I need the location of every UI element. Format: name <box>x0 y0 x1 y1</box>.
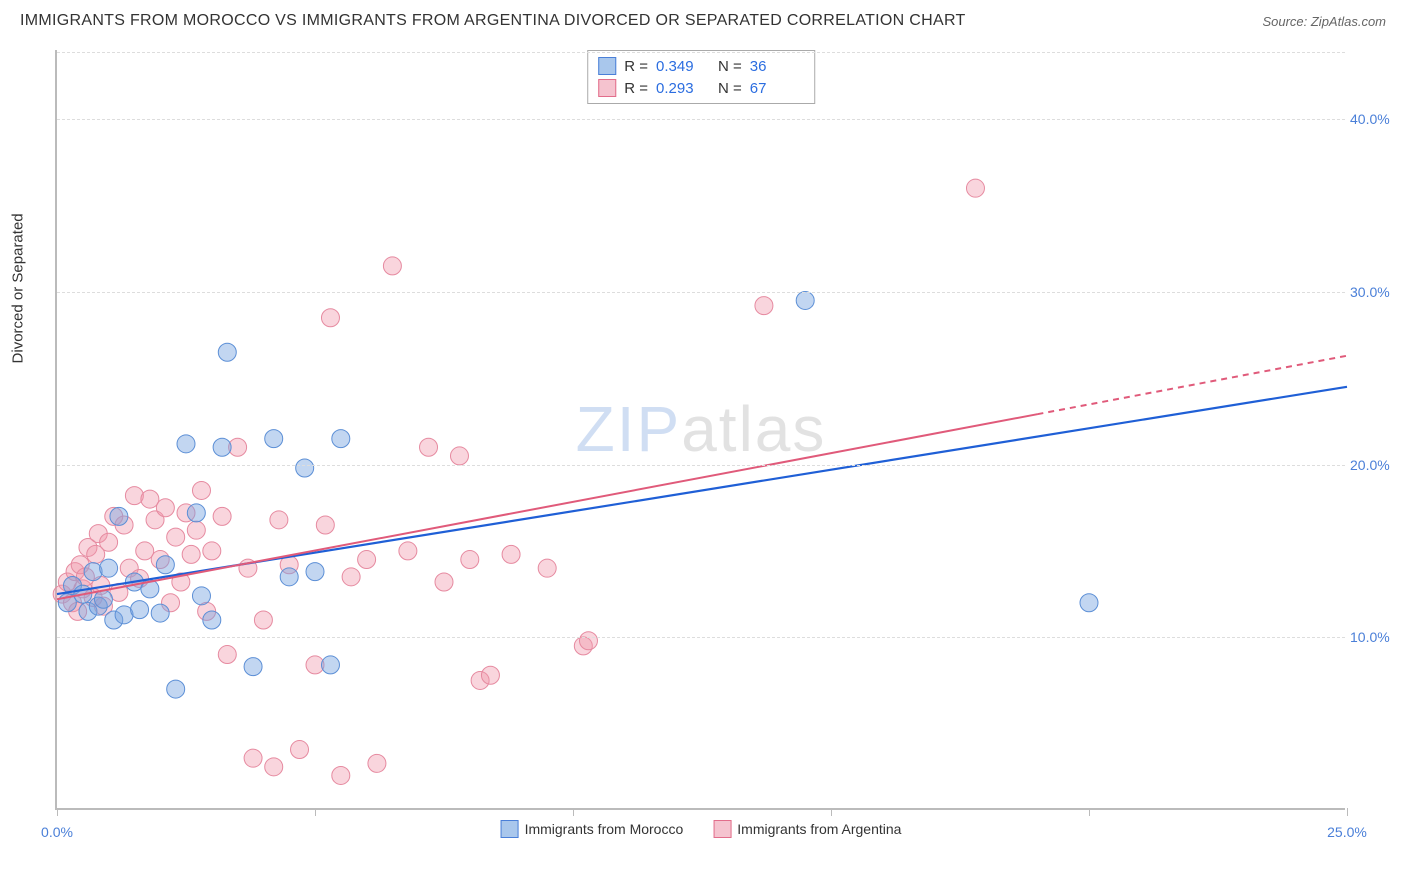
data-point <box>342 568 360 586</box>
data-point <box>265 758 283 776</box>
data-point <box>265 430 283 448</box>
y-tick-label: 40.0% <box>1350 111 1400 127</box>
data-point <box>84 563 102 581</box>
data-point <box>321 656 339 674</box>
data-point <box>187 504 205 522</box>
y-axis-title: Divorced or Separated <box>10 213 27 363</box>
swatch-morocco <box>598 57 616 75</box>
r-label: R = <box>624 80 648 97</box>
n-label: N = <box>718 80 742 97</box>
data-point <box>316 516 334 534</box>
data-point <box>218 343 236 361</box>
x-tick <box>315 808 316 816</box>
y-tick-label: 10.0% <box>1350 629 1400 645</box>
gridline <box>57 292 1345 293</box>
x-tick <box>1089 808 1090 816</box>
data-point <box>450 447 468 465</box>
x-tick <box>831 808 832 816</box>
data-point <box>435 573 453 591</box>
data-point <box>94 590 112 608</box>
data-point <box>203 611 221 629</box>
data-point <box>306 563 324 581</box>
data-point <box>213 507 231 525</box>
r-value-argentina: 0.293 <box>656 80 700 97</box>
data-point <box>358 551 376 569</box>
stats-legend-box: R = 0.349 N = 36 R = 0.293 N = 67 <box>587 50 815 104</box>
x-tick <box>573 808 574 816</box>
swatch-argentina <box>598 79 616 97</box>
data-point <box>100 559 118 577</box>
data-point <box>177 435 195 453</box>
gridline <box>57 52 1345 53</box>
data-point <box>321 309 339 327</box>
data-point <box>481 666 499 684</box>
data-point <box>110 507 128 525</box>
x-tick <box>1347 808 1348 816</box>
data-point <box>203 542 221 560</box>
data-point <box>156 499 174 517</box>
data-point <box>192 481 210 499</box>
x-tick-label: 0.0% <box>41 824 73 840</box>
gridline <box>57 119 1345 120</box>
data-point <box>966 179 984 197</box>
legend-item-argentina: Immigrants from Argentina <box>713 820 901 838</box>
data-point <box>383 257 401 275</box>
swatch-morocco-icon <box>501 820 519 838</box>
stats-row-morocco: R = 0.349 N = 36 <box>598 55 804 77</box>
data-point <box>182 545 200 563</box>
data-point <box>291 741 309 759</box>
data-point <box>399 542 417 560</box>
data-point <box>332 430 350 448</box>
data-point <box>244 658 262 676</box>
data-point <box>270 511 288 529</box>
data-point <box>167 680 185 698</box>
data-point <box>796 291 814 309</box>
n-label: N = <box>718 58 742 75</box>
legend-label-argentina: Immigrants from Argentina <box>737 821 901 837</box>
bottom-legend: Immigrants from Morocco Immigrants from … <box>501 820 902 838</box>
data-point <box>125 487 143 505</box>
n-value-morocco: 36 <box>750 58 794 75</box>
gridline <box>57 465 1345 466</box>
data-point <box>151 604 169 622</box>
data-point <box>244 749 262 767</box>
trend-line-dashed <box>1037 356 1347 414</box>
r-label: R = <box>624 58 648 75</box>
chart-title: IMMIGRANTS FROM MOROCCO VS IMMIGRANTS FR… <box>20 12 966 30</box>
data-point <box>213 438 231 456</box>
data-point <box>368 754 386 772</box>
data-point <box>187 521 205 539</box>
n-value-argentina: 67 <box>750 80 794 97</box>
y-tick-label: 20.0% <box>1350 457 1400 473</box>
data-point <box>579 632 597 650</box>
data-point <box>218 646 236 664</box>
stats-row-argentina: R = 0.293 N = 67 <box>598 77 804 99</box>
x-tick-label: 25.0% <box>1327 824 1367 840</box>
r-value-morocco: 0.349 <box>656 58 700 75</box>
y-tick-label: 30.0% <box>1350 284 1400 300</box>
data-point <box>192 587 210 605</box>
source-label: Source: ZipAtlas.com <box>1262 14 1386 29</box>
data-point <box>296 459 314 477</box>
data-point <box>156 556 174 574</box>
data-point <box>755 297 773 315</box>
data-point <box>461 551 479 569</box>
data-point <box>1080 594 1098 612</box>
legend-item-morocco: Immigrants from Morocco <box>501 820 684 838</box>
data-point <box>332 766 350 784</box>
data-point <box>420 438 438 456</box>
data-point <box>167 528 185 546</box>
data-point <box>254 611 272 629</box>
data-point <box>100 533 118 551</box>
legend-label-morocco: Immigrants from Morocco <box>525 821 684 837</box>
gridline <box>57 637 1345 638</box>
x-tick <box>57 808 58 816</box>
swatch-argentina-icon <box>713 820 731 838</box>
plot-area: ZIPatlas R = 0.349 N = 36 R = 0.293 N = … <box>55 50 1345 810</box>
data-point <box>131 601 149 619</box>
data-point <box>538 559 556 577</box>
data-point <box>280 568 298 586</box>
chart-svg <box>57 50 1345 808</box>
data-point <box>502 545 520 563</box>
